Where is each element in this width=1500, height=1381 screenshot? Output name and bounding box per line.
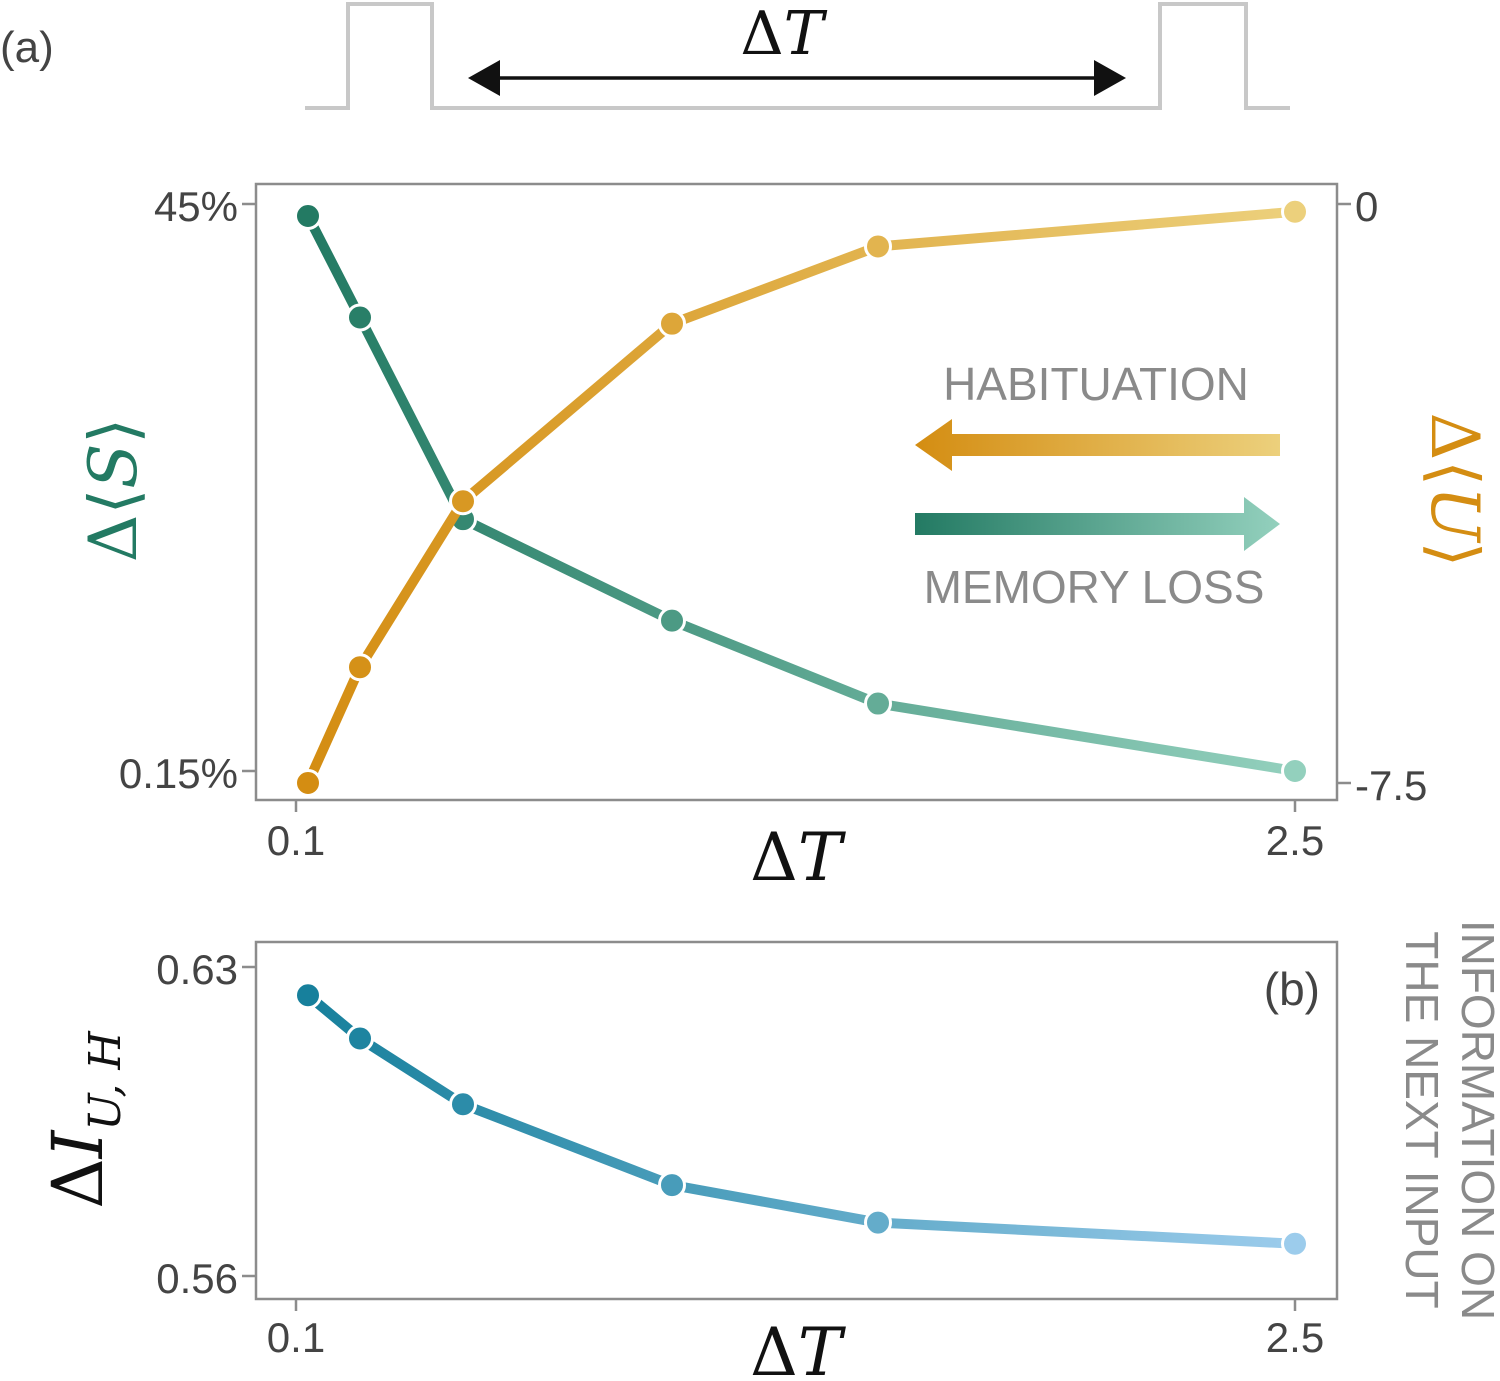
pulse-schematic [305, 2, 1290, 110]
entropy-series-point [658, 606, 686, 635]
information-series-point [864, 1208, 892, 1237]
panel-b-series [294, 981, 1309, 1258]
panel-a-left-axis-label: Δ⟨S⟩ [75, 418, 152, 562]
panel-b-y-axis-label: ΔIU, H [37, 1030, 131, 1209]
information-series-point [449, 1090, 477, 1119]
panel-b-y-tick-label-top: 0.63 [156, 946, 238, 993]
energy-series-point [658, 309, 686, 338]
annotation-habituation: HABITUATION [943, 358, 1249, 410]
entropy-series-point [864, 689, 892, 718]
panel-b-x-tick-label-last: 2.5 [1266, 1314, 1324, 1361]
energy-series-point [449, 487, 477, 516]
annotation-memory-loss: MEMORY LOSS [924, 561, 1265, 613]
panel-b-x-tick-label-first: 0.1 [267, 1314, 325, 1361]
habituation-arrow [915, 419, 1280, 471]
panel-b-label: (b) [1264, 963, 1320, 1015]
panel-a-right-tick-label-bottom: -7.5 [1355, 762, 1427, 809]
panel-a-label: (a) [0, 23, 54, 72]
memory-loss-arrow [915, 497, 1280, 551]
panel-b-side-text-line2: THE NEXT INPUT [1396, 931, 1448, 1308]
information-series-line [303, 990, 1300, 1249]
entropy-series-point [294, 202, 322, 230]
information-series-point [294, 981, 322, 1010]
entropy-series-point [346, 303, 374, 332]
panel-a-left-tick-label-top: 45% [154, 183, 238, 230]
panel-b-side-text-line1: INFORMATION ON [1452, 920, 1500, 1320]
pulse-interval-label: ΔT [740, 0, 827, 69]
entropy-series-line [303, 211, 1300, 776]
panel-a-x-tick-label-first: 0.1 [267, 817, 325, 864]
pulse-interval-arrow [468, 60, 1126, 96]
panel-a-plot-frame [254, 182, 1339, 802]
panel-a-right-tick-label-top: 0 [1355, 183, 1378, 230]
panel-b-plot-frame [254, 940, 1339, 1301]
panel-a-series [294, 197, 1309, 797]
panel-a-right-axis-label: Δ⟨U⟩ [1416, 413, 1493, 568]
energy-series-line [303, 206, 1300, 788]
information-series-point [1281, 1229, 1309, 1258]
energy-series-point [346, 653, 374, 682]
panel-b-y-tick-label-bottom: 0.56 [156, 1255, 238, 1302]
panel-a-x-tick-label-last: 2.5 [1266, 817, 1324, 864]
information-series-point [346, 1024, 374, 1053]
panel-b-x-axis-label: ΔT [750, 1314, 847, 1381]
panel-a-left-tick-label-bottom: 0.15% [119, 750, 238, 797]
energy-series-point [864, 232, 892, 261]
panel-a-x-axis-label: ΔT [750, 819, 847, 896]
entropy-series-point [1281, 757, 1309, 785]
energy-series-point [294, 769, 322, 797]
information-series-point [658, 1171, 686, 1200]
energy-series-point [1281, 197, 1309, 226]
